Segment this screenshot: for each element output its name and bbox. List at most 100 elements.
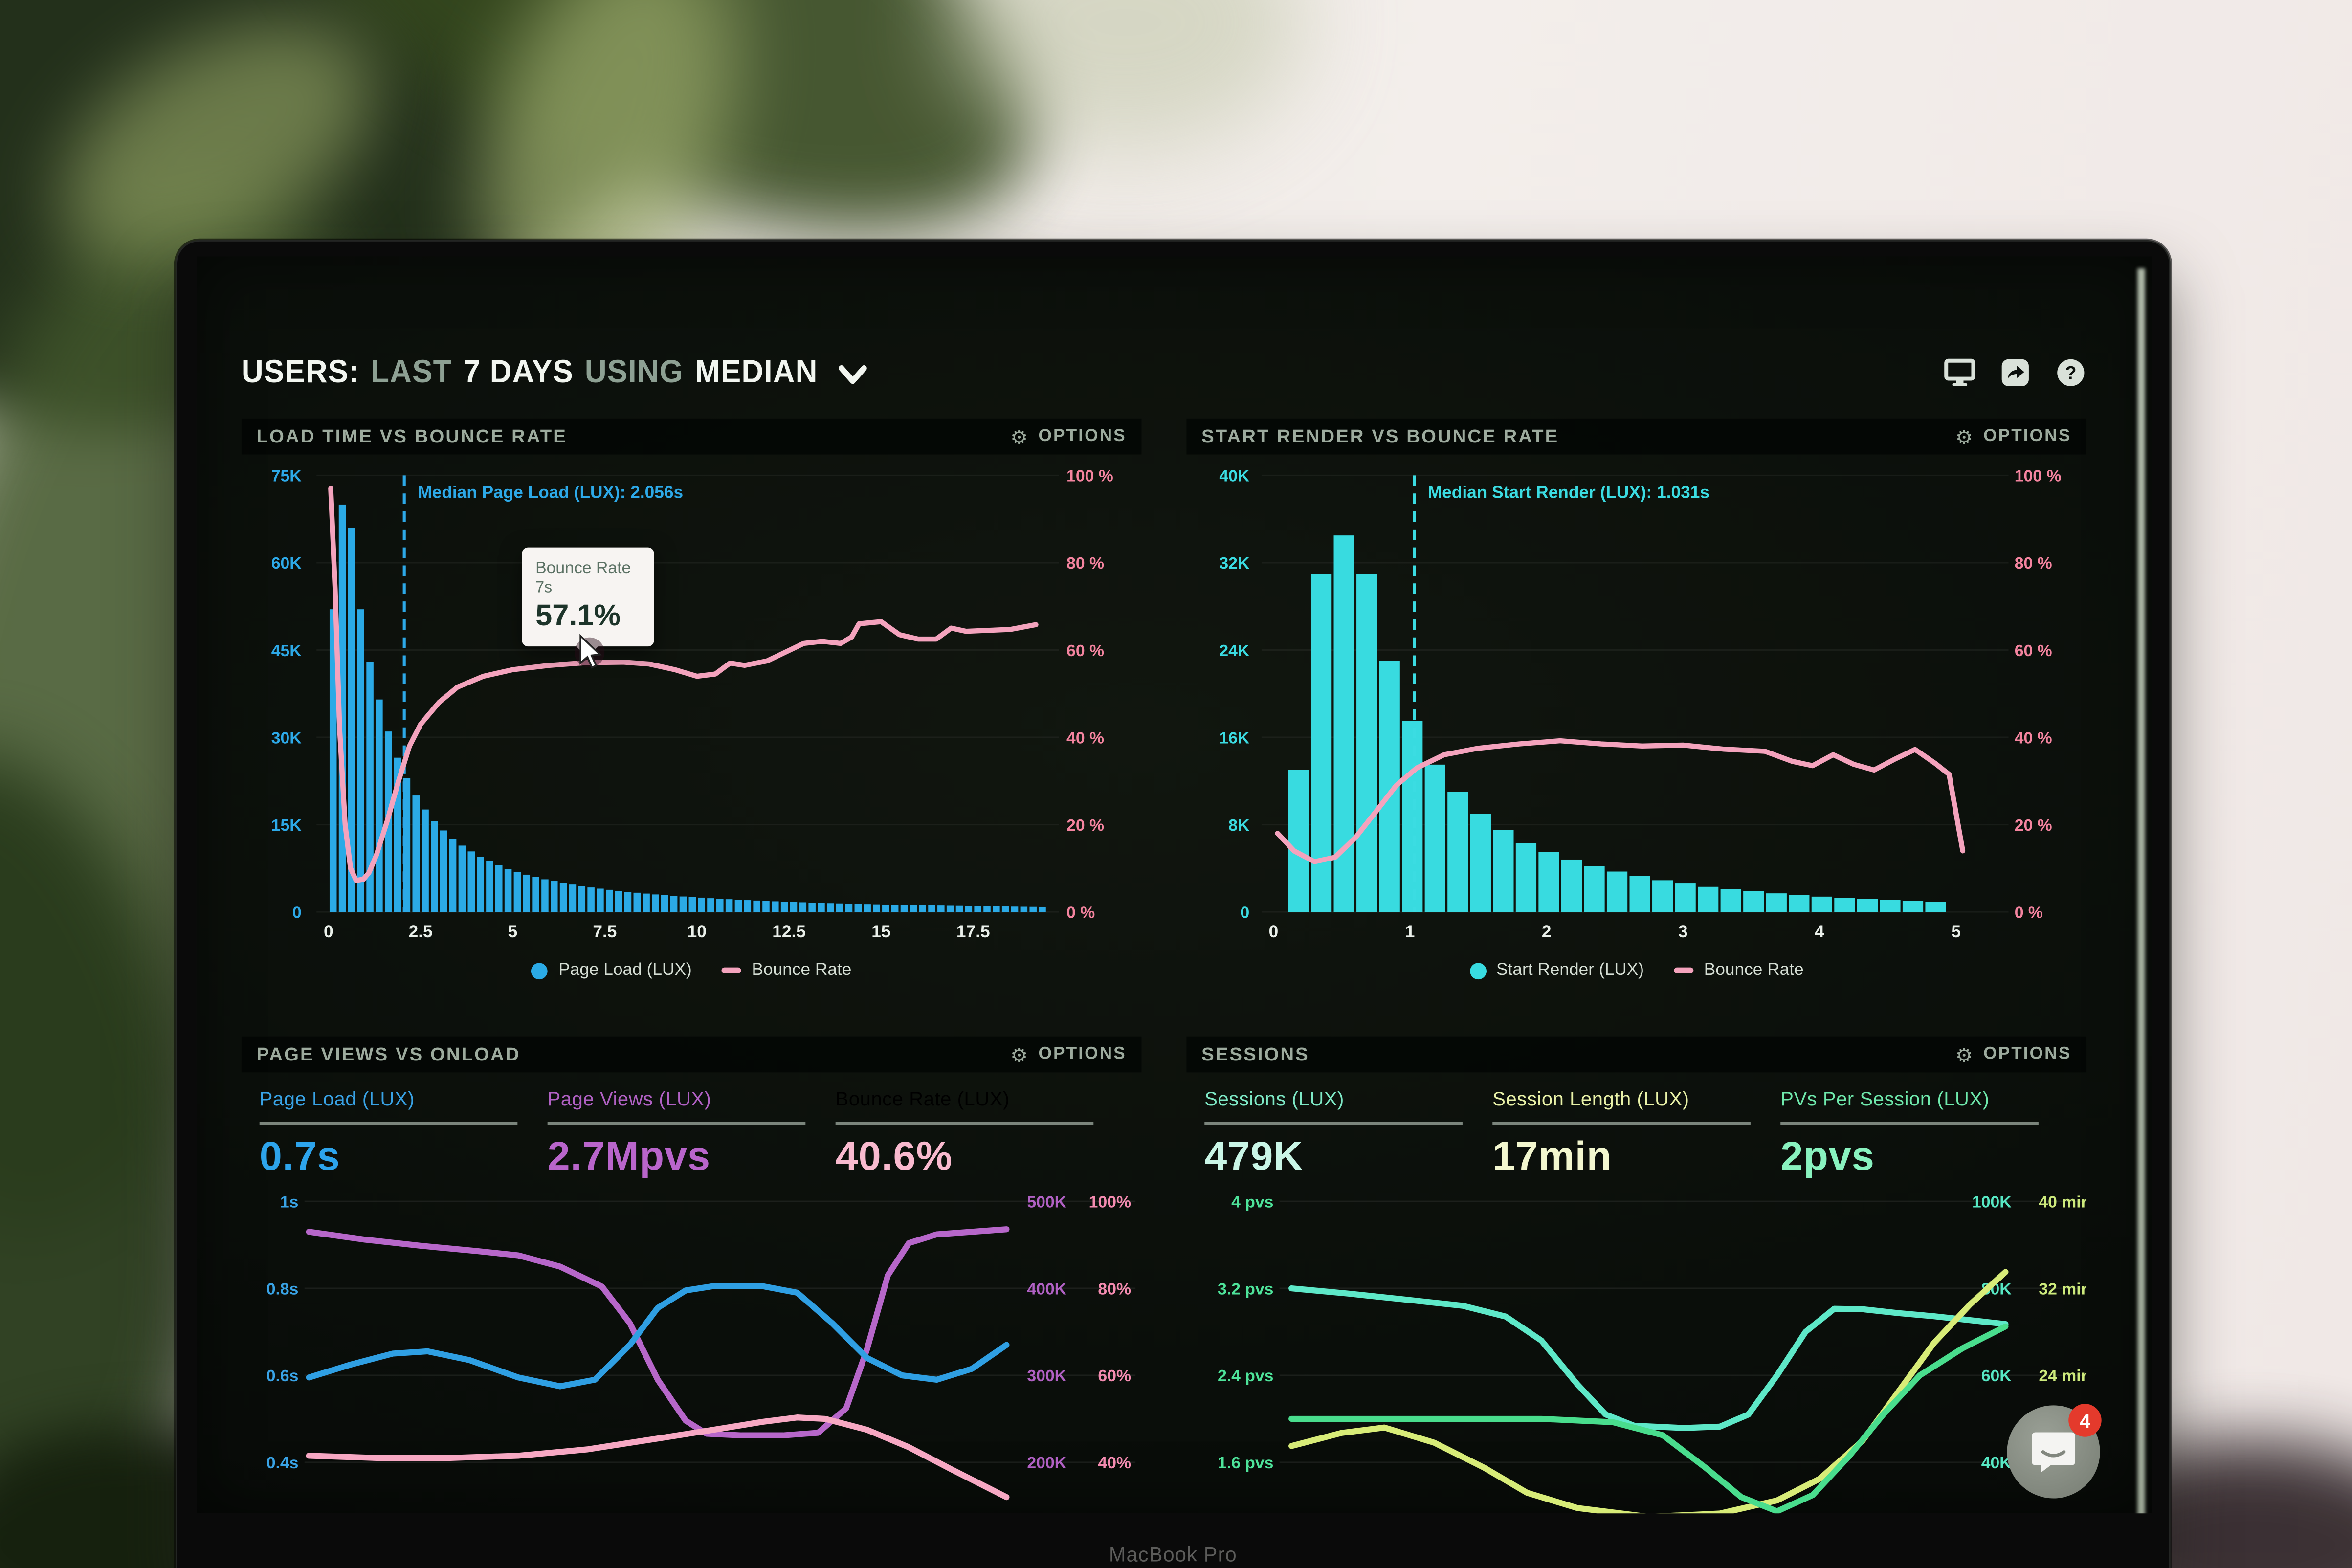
gear-icon: ⚙ [1955,1043,1975,1066]
svg-text:15: 15 [871,922,890,941]
legend-page-load[interactable]: Page Load (LUX) [531,961,692,979]
chat-widget-button[interactable]: 4 [2007,1404,2102,1499]
svg-text:0 %: 0 % [1066,903,1095,922]
svg-text:32 min: 32 min [2039,1280,2086,1298]
panel-title: PAGE VIEWS VS ONLOAD [256,1044,521,1065]
svg-text:10: 10 [688,922,707,941]
legend-bounce-rate[interactable]: Bounce Rate [722,961,851,979]
start-render-chart: 40K 32K 24K 16K 8K 0 100 % 80 % 60 % 40 % 20 % 0 % 0… [1219,467,2062,942]
chart-tooltip: Bounce Rate 7s 57.1% [522,547,654,658]
svg-text:80 %: 80 % [1066,554,1104,573]
svg-text:0: 0 [292,903,302,922]
svg-text:30K: 30K [271,729,302,747]
panel-header: START RENDER VS BOUNCE RATE ⚙ OPTIONS [1186,418,2087,455]
page-views-chart: 1s 500K 100% 0.8s 400K 80% 0.6s 300K 60% 0.4s 200K… [266,1193,1136,1501]
tooltip-series: Bounce Rate [535,559,631,578]
options-button[interactable]: ⚙ OPTIONS [1010,425,1127,448]
svg-text:1.6 pvs: 1.6 pvs [1218,1454,1273,1472]
svg-text:40 %: 40 % [2015,729,2052,747]
legend-bounce-rate[interactable]: Bounce Rate [1674,961,1804,979]
metric-row: Sessions (LUX) 479K Session Length (LUX)… [1204,1087,2068,1180]
legend-start-render[interactable]: Start Render (LUX) [1469,961,1644,979]
svg-text:80 %: 80 % [2015,554,2052,573]
load-time-chart: 75K 60K 45K 30K 15K 0 100 % 80 % 60 % 40 % 20 % 0 %… [271,467,1113,942]
tooltip-value: 57.1% [535,600,621,633]
legend-dash [1674,967,1694,973]
panel-title: START RENDER VS BOUNCE RATE [1201,426,1559,447]
metric-bounce-rate: Bounce Rate (LUX) 40.6% [835,1087,1124,1180]
legend-dash [722,967,741,973]
svg-text:40 min: 40 min [2039,1193,2086,1211]
chart-legend: Page Load (LUX) Bounce Rate [242,961,1142,979]
svg-text:32K: 32K [1219,554,1250,573]
gear-icon: ⚙ [1955,425,1975,448]
monitor-icon[interactable] [1943,357,1975,387]
dashboard-screen: USERS: LAST 7 DAYS USING MEDIAN [196,256,2153,1514]
panel-title: LOAD TIME VS BOUNCE RATE [256,426,567,447]
svg-text:40K: 40K [1219,467,1250,486]
svg-text:7.5: 7.5 [593,922,617,941]
panel-header: SESSIONS ⚙ OPTIONS [1186,1036,2087,1073]
panel-header: PAGE VIEWS VS ONLOAD ⚙ OPTIONS [241,1036,1142,1073]
page-title-part: MEDIAN [695,353,818,390]
svg-text:40 %: 40 % [1066,729,1104,747]
svg-text:75K: 75K [271,467,302,486]
svg-text:0.4s: 0.4s [266,1454,299,1472]
svg-text:1: 1 [1405,922,1415,941]
mouse-cursor [574,634,605,669]
svg-text:100 %: 100 % [1066,467,1113,486]
header-actions: ? [1943,357,2086,387]
svg-text:17.5: 17.5 [956,922,990,941]
svg-text:0: 0 [1269,922,1279,941]
svg-text:60K: 60K [271,554,302,573]
svg-text:0.8s: 0.8s [266,1280,299,1298]
panel-header: LOAD TIME VS BOUNCE RATE ⚙ OPTIONS [241,418,1142,455]
page-title-part: 7 DAYS [463,353,574,390]
svg-text:15K: 15K [271,816,302,835]
svg-text:2: 2 [1542,922,1552,941]
metric-pvs-per-session: PVs Per Session (LUX) 2pvs [1780,1087,2068,1180]
options-button[interactable]: ⚙ OPTIONS [1955,1043,2072,1066]
svg-text:8K: 8K [1228,816,1250,835]
svg-text:2.4 pvs: 2.4 pvs [1218,1367,1273,1385]
metric-sessions: Sessions (LUX) 479K [1204,1087,1492,1180]
svg-text:80%: 80% [1098,1280,1131,1298]
svg-text:200K: 200K [1027,1454,1066,1472]
report-selector[interactable]: USERS: LAST 7 DAYS USING MEDIAN [242,353,867,391]
gear-icon: ⚙ [1010,425,1030,448]
svg-text:100 %: 100 % [2015,467,2062,486]
laptop: USERS: LAST 7 DAYS USING MEDIAN [175,240,2171,1568]
svg-text:60 %: 60 % [2015,641,2052,660]
help-icon[interactable]: ? [2054,357,2086,387]
chart-legend: Start Render (LUX) Bounce Rate [1186,961,2086,979]
svg-text:20 %: 20 % [2015,816,2052,835]
page-title-part: USING [584,353,684,390]
app-header: USERS: LAST 7 DAYS USING MEDIAN [242,340,2086,403]
panel-load-time: LOAD TIME VS BOUNCE RATE ⚙ OPTIONS 75K 60… [241,418,1142,994]
svg-text:20 %: 20 % [1066,816,1104,835]
gear-icon: ⚙ [1010,1043,1030,1066]
share-icon[interactable] [1998,357,2031,387]
svg-text:1s: 1s [280,1193,299,1211]
svg-text:24K: 24K [1219,641,1250,660]
svg-text:0: 0 [324,922,333,941]
svg-text:3: 3 [1678,922,1688,941]
svg-text:2.5: 2.5 [409,922,433,941]
svg-text:3.2 pvs: 3.2 pvs [1218,1280,1273,1298]
svg-text:45K: 45K [271,641,302,660]
device-label: MacBook Pro [1109,1543,1237,1566]
svg-text:Median Start Render (LUX): 1.0: Median Start Render (LUX): 1.031s [1428,483,1709,502]
svg-text:4 pvs: 4 pvs [1231,1193,1273,1211]
svg-text:0.6s: 0.6s [266,1367,299,1385]
svg-text:60%: 60% [1098,1367,1131,1385]
svg-text:Median Page Load (LUX): 2.056s: Median Page Load (LUX): 2.056s [418,483,683,502]
tooltip-x-value: 7s [535,579,553,597]
options-button[interactable]: ⚙ OPTIONS [1955,425,2072,448]
options-button[interactable]: ⚙ OPTIONS [1010,1043,1127,1066]
chevron-down-icon[interactable] [838,364,867,385]
svg-text:40%: 40% [1098,1454,1131,1472]
svg-text:5: 5 [508,922,518,941]
svg-text:12.5: 12.5 [772,922,806,941]
svg-text:16K: 16K [1219,729,1250,747]
